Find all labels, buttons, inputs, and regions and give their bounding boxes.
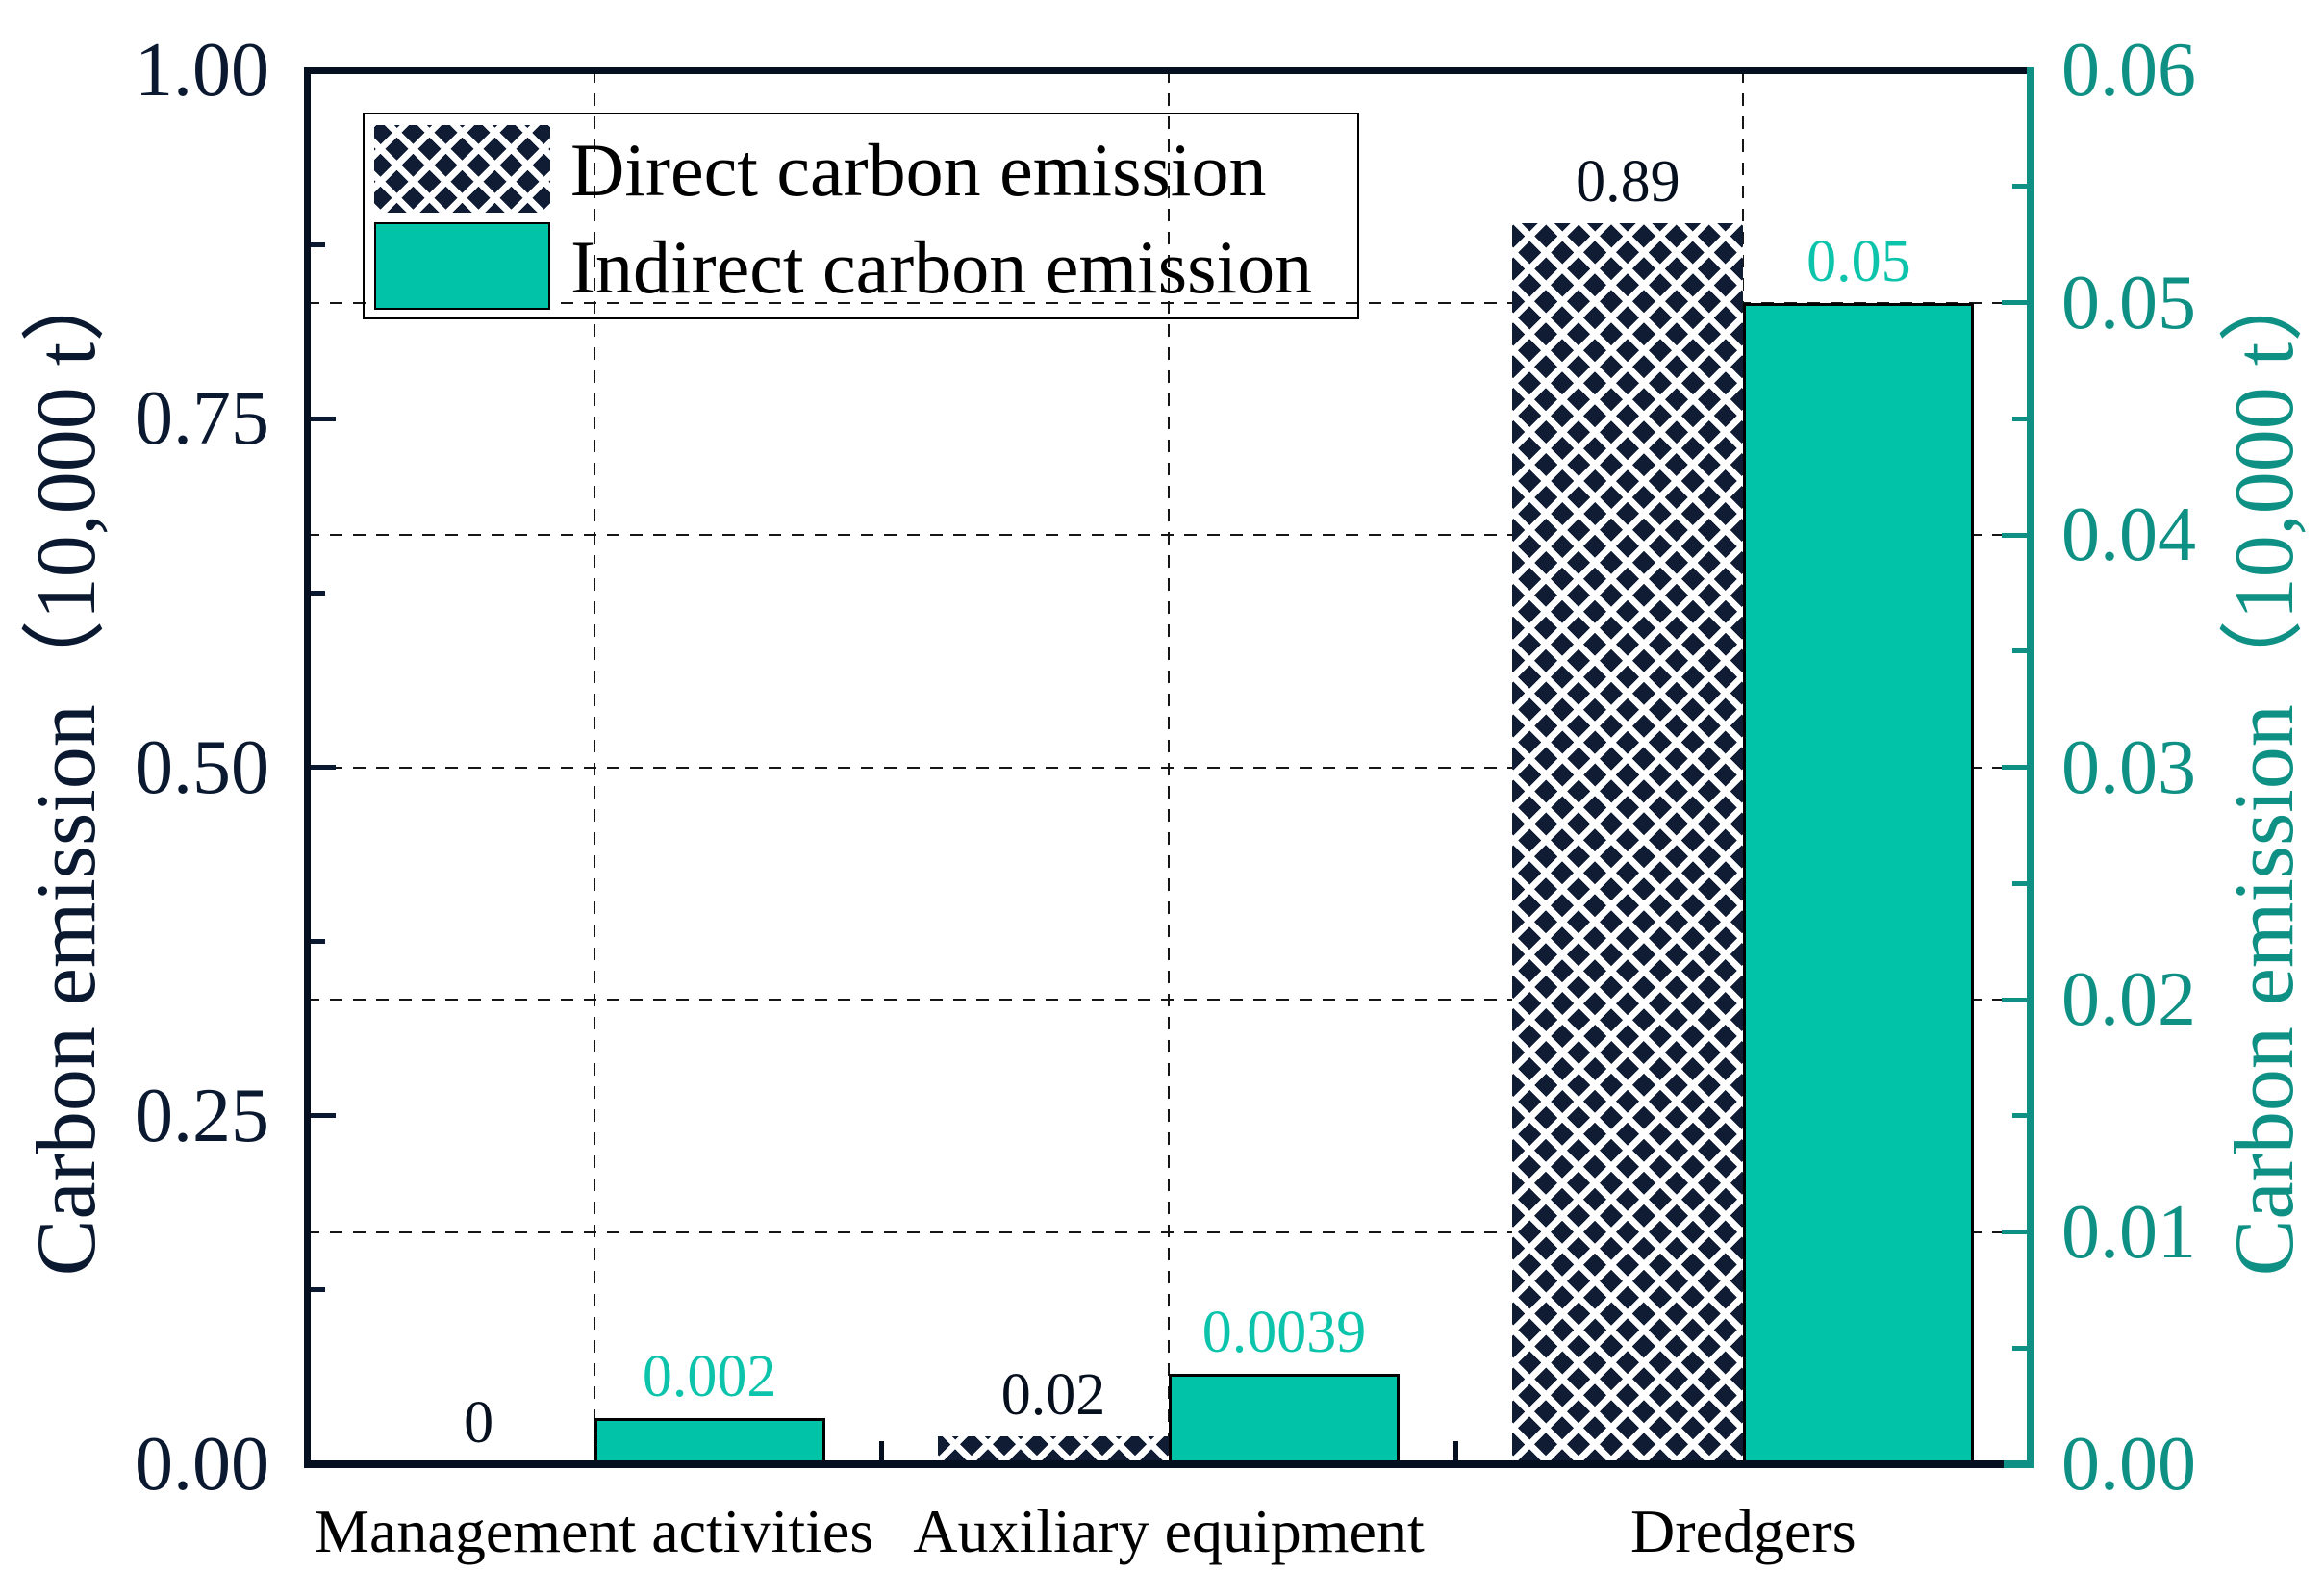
right-axis-tick-label: 0.04 bbox=[2061, 493, 2196, 577]
left-axis-tick-label: 0.00 bbox=[135, 1422, 269, 1507]
legend-label-indirect-carbon-emission: Indirect carbon emission bbox=[570, 225, 1313, 309]
x-axis-category-label: Management activities bbox=[315, 1497, 874, 1565]
right-axis-minor-tick bbox=[2012, 648, 2027, 654]
legend-box: Direct carbon emission Indirect carbon e… bbox=[363, 113, 1359, 319]
indirect-bar-1 bbox=[594, 1417, 825, 1464]
value-label-indirect-1: 0.002 bbox=[642, 1343, 777, 1409]
direct-bar-3 bbox=[1512, 223, 1744, 1464]
x-axis-tick bbox=[1453, 1441, 1459, 1464]
legend-swatch-direct-carbon-emission bbox=[374, 125, 550, 213]
x-axis-category-label: Auxiliary equipment bbox=[913, 1497, 1425, 1565]
right-axis-minor-tick bbox=[2012, 1113, 2027, 1119]
direct-bar-2 bbox=[938, 1436, 1169, 1464]
value-label-indirect-2: 0.0039 bbox=[1201, 1299, 1367, 1365]
left-axis-major-tick bbox=[311, 765, 336, 770]
right-axis-minor-tick bbox=[2012, 880, 2027, 886]
plot-top-spine bbox=[304, 67, 2034, 74]
right-axis-tick-label: 0.05 bbox=[2061, 260, 2196, 345]
left-axis-tick-label: 1.00 bbox=[135, 28, 269, 113]
right-axis-minor-tick bbox=[2012, 416, 2027, 421]
value-label-direct-1: 0 bbox=[464, 1390, 494, 1456]
left-axis-tick-label: 0.25 bbox=[135, 1073, 269, 1158]
right-axis-minor-tick bbox=[2012, 184, 2027, 190]
plot-right-spine bbox=[2027, 67, 2034, 1468]
right-axis-tick-label: 0.02 bbox=[2061, 957, 2196, 1042]
right-axis-title: Carbon emission（10,000 t） bbox=[2218, 257, 2311, 1277]
right-axis-major-tick bbox=[2002, 532, 2027, 538]
value-label-indirect-3: 0.05 bbox=[1806, 228, 1911, 294]
right-axis-major-tick bbox=[2002, 300, 2027, 305]
right-axis-tick-label: 0.01 bbox=[2061, 1189, 2196, 1275]
left-axis-minor-tick bbox=[311, 590, 325, 596]
right-axis-major-tick bbox=[2002, 997, 2027, 1002]
left-axis-minor-tick bbox=[311, 241, 325, 247]
plot-left-spine bbox=[304, 67, 311, 1468]
legend-swatch-indirect-carbon-emission bbox=[374, 222, 550, 310]
vertical-gridline bbox=[1168, 70, 1170, 1464]
left-axis-major-tick bbox=[311, 416, 336, 421]
right-axis-tick-label: 0.06 bbox=[2061, 28, 2196, 113]
right-axis-major-tick bbox=[2002, 765, 2027, 770]
right-axis-tick-label: 0.03 bbox=[2061, 724, 2196, 810]
left-axis-minor-tick bbox=[311, 1287, 325, 1293]
left-axis-tick-label: 0.75 bbox=[135, 376, 269, 462]
left-axis-title: Carbon emission（10,000 t） bbox=[20, 257, 114, 1277]
indirect-bar-3 bbox=[1743, 302, 1975, 1464]
plot-bottom-spine bbox=[304, 1460, 2034, 1468]
x-axis-category-label: Dredgers bbox=[1630, 1497, 1857, 1565]
value-label-direct-2: 0.02 bbox=[1000, 1362, 1106, 1429]
right-axis-major-tick bbox=[2002, 1230, 2027, 1234]
vertical-gridline bbox=[593, 70, 595, 1464]
left-axis-major-tick bbox=[311, 1113, 336, 1119]
right-axis-zero-tick bbox=[2004, 1460, 2034, 1468]
value-label-direct-3: 0.89 bbox=[1576, 149, 1680, 216]
left-axis-tick-label: 0.50 bbox=[135, 724, 269, 810]
right-axis-tick-label: 0.00 bbox=[2061, 1422, 2196, 1507]
legend-label-direct-carbon-emission: Direct carbon emission bbox=[570, 128, 1267, 212]
x-axis-tick bbox=[878, 1441, 884, 1464]
right-axis-minor-tick bbox=[2012, 1345, 2027, 1351]
left-axis-minor-tick bbox=[311, 939, 325, 945]
